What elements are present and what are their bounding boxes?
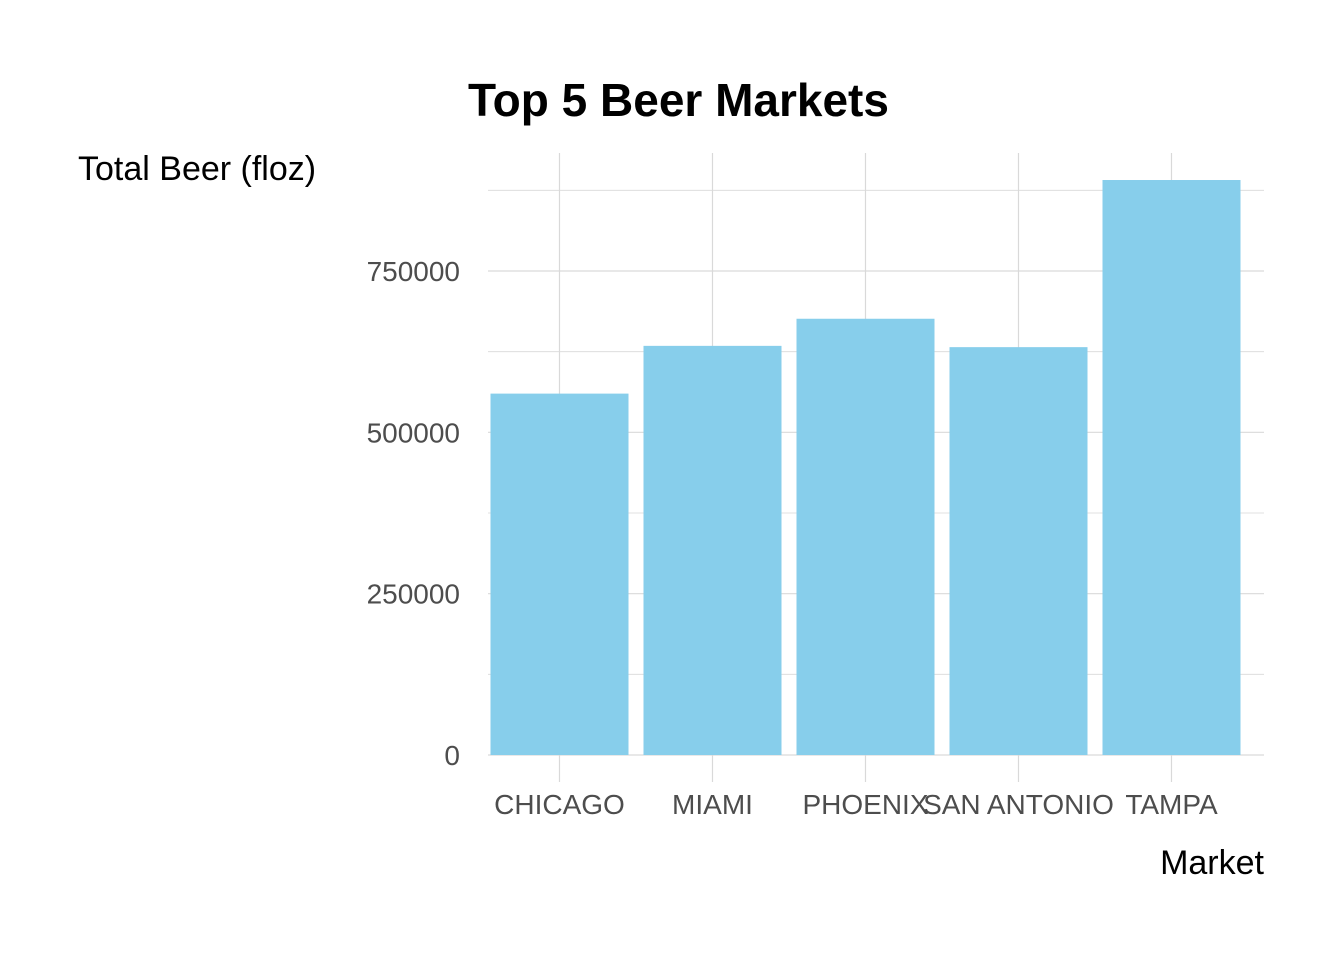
x-tick-label: TAMPA — [1125, 789, 1218, 820]
x-tick-label: MIAMI — [672, 789, 753, 820]
x-tick-label: PHOENIX — [802, 789, 928, 820]
bar-miami — [643, 345, 782, 755]
y-tick-label: 250000 — [367, 579, 460, 610]
bar-san-antonio — [949, 347, 1088, 755]
y-tick-label: 500000 — [367, 417, 460, 448]
x-tick-label: CHICAGO — [494, 789, 625, 820]
y-tick-label: 0 — [444, 740, 460, 771]
bars — [490, 180, 1241, 755]
y-axis-title: Total Beer (floz) — [78, 150, 316, 188]
y-tick-label: 750000 — [367, 256, 460, 287]
x-tick-label: SAN ANTONIO — [923, 789, 1114, 820]
chart-title: Top 5 Beer Markets — [468, 74, 889, 126]
bar-chicago — [490, 393, 629, 755]
bar-phoenix — [796, 318, 935, 755]
bar-tampa — [1102, 180, 1241, 755]
x-axis-title: Market — [1160, 844, 1264, 882]
